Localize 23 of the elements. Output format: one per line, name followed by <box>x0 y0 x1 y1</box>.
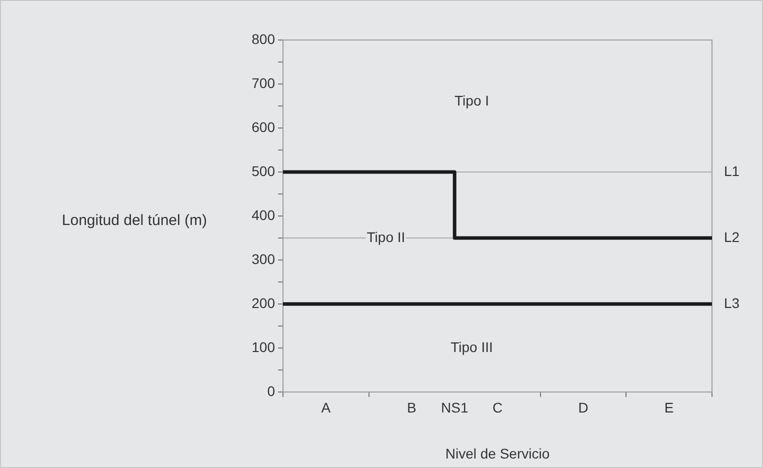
y-tick-label: 700 <box>252 74 276 91</box>
ref-line-label: L2 <box>724 228 740 245</box>
x-tick-label: E <box>664 399 674 416</box>
x-tick-label: B <box>407 399 416 416</box>
y-tick-label: 0 <box>267 382 276 399</box>
y-tick-label: 400 <box>252 206 276 223</box>
y-tick-label: 200 <box>252 294 276 311</box>
annotation: Tipo II <box>366 228 406 245</box>
x-tick-label: D <box>578 399 588 416</box>
series-label: L3 <box>724 294 740 311</box>
y-axis-title: Longitud del túnel (m) <box>62 212 207 230</box>
y-tick-label: 800 <box>252 30 276 47</box>
x-tick-label: C <box>492 399 503 416</box>
y-tick-label: 100 <box>252 338 276 355</box>
x-tick-label: NS1 <box>440 399 468 416</box>
y-tick-label: 300 <box>252 250 276 267</box>
x-axis-title: Nivel de Servicio <box>445 445 550 462</box>
x-tick-label: A <box>321 399 332 416</box>
y-tick-label: 500 <box>252 162 276 179</box>
y-tick-label: 600 <box>252 118 276 135</box>
annotation: Tipo III <box>450 338 493 355</box>
annotation: Tipo I <box>454 92 490 108</box>
ref-line-label: L1 <box>724 162 740 179</box>
